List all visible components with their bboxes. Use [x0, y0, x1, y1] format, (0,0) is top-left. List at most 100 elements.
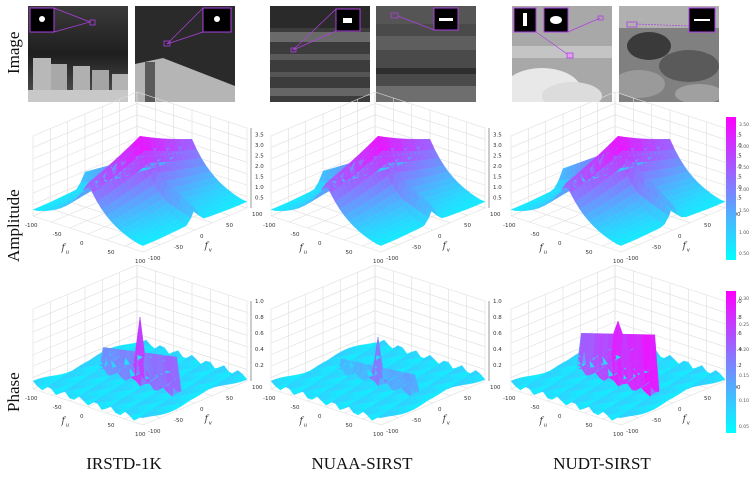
x-axis-label: f [299, 417, 305, 427]
y-tick-label: 50 [704, 396, 711, 402]
x-axis-subscript: u [66, 250, 70, 256]
surface-patch [270, 207, 281, 211]
y-tick-label: 50 [704, 223, 711, 229]
x-axis-subscript: u [304, 250, 308, 256]
z-tick-label: 2.0 [733, 164, 742, 170]
y-tick-label: -50 [412, 418, 421, 424]
z-tick-label: 0.4 [493, 347, 502, 353]
z-tick-label: 3.5 [733, 132, 742, 138]
z-axis: 0.2 0.4 0.6 0.8 1.0 [250, 299, 264, 381]
z-tick-label: 0.8 [255, 315, 264, 321]
phase-plot-nudt-sirst: 0.20.40.60.81.0-100-50050100-100-5005010… [503, 264, 742, 450]
y-axis-label: f [204, 241, 210, 251]
z-tick-label: 2.5 [733, 153, 742, 159]
y-tick-label: 0 [678, 407, 682, 413]
z-tick-label: 1.5 [493, 174, 502, 180]
y-axis-subscript: v [447, 420, 451, 426]
y-axis-subscript: v [687, 247, 691, 253]
z-tick-label: 1.0 [733, 185, 742, 191]
image-nudt-2 [619, 6, 719, 102]
colorbar-tick: 0.10 [739, 399, 750, 405]
x-tick-label: -100 [263, 223, 276, 229]
image-nudt-1 [512, 6, 612, 102]
colorbar-tick: 2.00 [739, 187, 750, 193]
x-axis-label: f [61, 417, 67, 427]
surface-patch [32, 207, 43, 211]
x-axis-subscript: u [544, 250, 548, 256]
x-tick-label: 50 [108, 423, 115, 429]
surface [510, 320, 726, 421]
z-tick-label: 0.6 [255, 331, 264, 337]
z-tick-label: 0.5 [493, 195, 502, 201]
colorbar-tick: 0.15 [739, 373, 750, 379]
y-tick-label: 0 [438, 407, 442, 413]
x-tick-label: -50 [53, 405, 62, 411]
z-tick-label: 0.2 [255, 363, 264, 369]
colorbar-tick: 1.50 [739, 209, 750, 214]
row-label-amplitude: Amplitude [4, 189, 23, 262]
x-tick-label: 100 [373, 432, 384, 438]
z-tick-label: 3.0 [255, 143, 264, 149]
x-tick-label: -100 [25, 223, 38, 229]
colorbar-tick: 1.00 [739, 230, 750, 236]
amplitude-plot-irstd-1k: 0.5 1.0 1.5 2.0 2.5 3.0 3.5 -100 -50 0 50 100 -100 -5… [25, 91, 264, 277]
phase-colorbar [726, 291, 736, 433]
z-tick-label: 0.2 [733, 363, 742, 369]
z-tick-label: 1.0 [255, 299, 264, 305]
z-tick-label: 3.0 [733, 143, 742, 149]
image-nuaa-2 [376, 6, 476, 102]
surface-patch [510, 207, 521, 211]
surface-patch [510, 379, 521, 387]
x-tick-label: -100 [503, 396, 516, 402]
y-tick-label: 50 [226, 396, 233, 402]
colorbar-tick: 0.50 [739, 252, 750, 257]
colorbar-tick: 0.30 [739, 297, 750, 302]
dataset-label-irstd-1k: IRSTD-1K [86, 454, 162, 473]
z-tick-label: 0.8 [493, 315, 502, 321]
row-label-image: Image [4, 31, 23, 74]
z-axis: 0.2 0.4 0.6 0.8 1.0 [488, 299, 502, 381]
y-tick-label: -50 [652, 418, 661, 424]
y-tick-label: -100 [626, 429, 639, 435]
z-tick-label: 0.2 [493, 363, 502, 369]
colorbar-tick: 0.25 [739, 322, 750, 328]
z-tick-label: 0.5 [733, 195, 742, 201]
x-axis-subscript: u [66, 423, 70, 429]
y-axis-subscript: v [687, 420, 691, 426]
dataset-label-nuaa-sirst: NUAA-SIRST [311, 454, 413, 473]
y-axis-label: f [442, 241, 448, 251]
z-tick-label: 0.4 [255, 347, 264, 353]
z-tick-label: 1.5 [733, 174, 742, 180]
z-axis: 0.5 1.0 1.5 2.0 2.5 3.0 3.5 [488, 128, 502, 208]
z-tick-label: 1.5 [255, 174, 264, 180]
x-tick-label: -50 [531, 232, 540, 238]
x-axis-label: f [299, 244, 305, 254]
y-tick-label: 100 [490, 385, 501, 391]
y-tick-label: 0 [678, 234, 682, 240]
z-tick-label: 3.0 [493, 143, 502, 149]
z-tick-label: 1.0 [733, 299, 742, 305]
image-irstd-1 [28, 6, 128, 102]
x-tick-label: 0 [80, 241, 84, 247]
x-tick-label: 100 [373, 259, 384, 265]
x-tick-label: 0 [558, 414, 562, 420]
amplitude-colorbar [726, 117, 736, 260]
x-tick-label: 50 [108, 250, 115, 256]
surface [270, 336, 486, 421]
z-tick-label: 2.0 [493, 164, 502, 170]
x-tick-label: 50 [586, 250, 593, 256]
y-tick-label: 50 [226, 223, 233, 229]
x-tick-label: -50 [291, 232, 300, 238]
x-tick-label: 0 [558, 241, 562, 247]
phase-plot-nuaa-sirst: 0.2 0.4 0.6 0.8 1.0 -100 -50 0 50 100 -100 -50 0 50 10… [263, 264, 502, 450]
y-tick-label: 100 [252, 385, 263, 391]
y-tick-label: -100 [386, 256, 399, 262]
z-tick-label: 2.5 [255, 153, 264, 159]
amplitude-plot-nudt-sirst: 0.5 1.0 1.5 2.0 2.5 3.0 3.5 -100 -50 0 50 100 -100 -5… [503, 91, 742, 277]
y-tick-label: 0 [200, 234, 204, 240]
x-tick-label: -100 [503, 223, 516, 229]
surface [510, 135, 726, 246]
z-tick-label: 0.4 [733, 347, 742, 353]
z-tick-label: 0.5 [255, 195, 264, 201]
z-tick-label: 0.6 [493, 331, 502, 337]
